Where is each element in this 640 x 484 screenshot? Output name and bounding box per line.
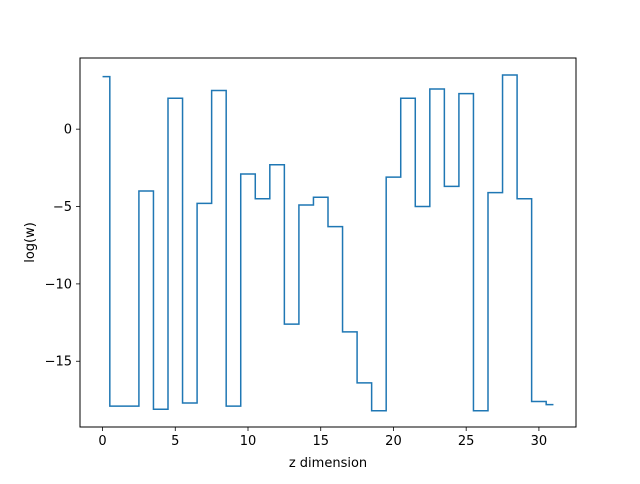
series-step-line xyxy=(102,74,554,412)
x-tick-label: 5 xyxy=(171,434,179,449)
x-axis-label: z dimension xyxy=(289,456,367,471)
axes-frame xyxy=(79,57,577,428)
y-tick-label: −15 xyxy=(45,355,72,370)
y-tick-label: 0 xyxy=(64,123,72,138)
x-tick-label: 30 xyxy=(531,434,548,449)
y-tick-label: −10 xyxy=(45,277,72,292)
x-tick-label: 25 xyxy=(458,434,475,449)
x-tick-label: 0 xyxy=(98,434,106,449)
y-tick-label: −5 xyxy=(53,200,72,215)
x-tick-label: 15 xyxy=(312,434,329,449)
plot-area xyxy=(102,74,554,412)
x-tick-label: 10 xyxy=(240,434,257,449)
y-axis-label: log(w) xyxy=(23,222,38,263)
x-axis: 0 5 10 15 20 25 30 xyxy=(98,427,547,449)
y-axis: 0 −5 −10 −15 xyxy=(45,123,80,370)
x-tick-label: 20 xyxy=(385,434,402,449)
